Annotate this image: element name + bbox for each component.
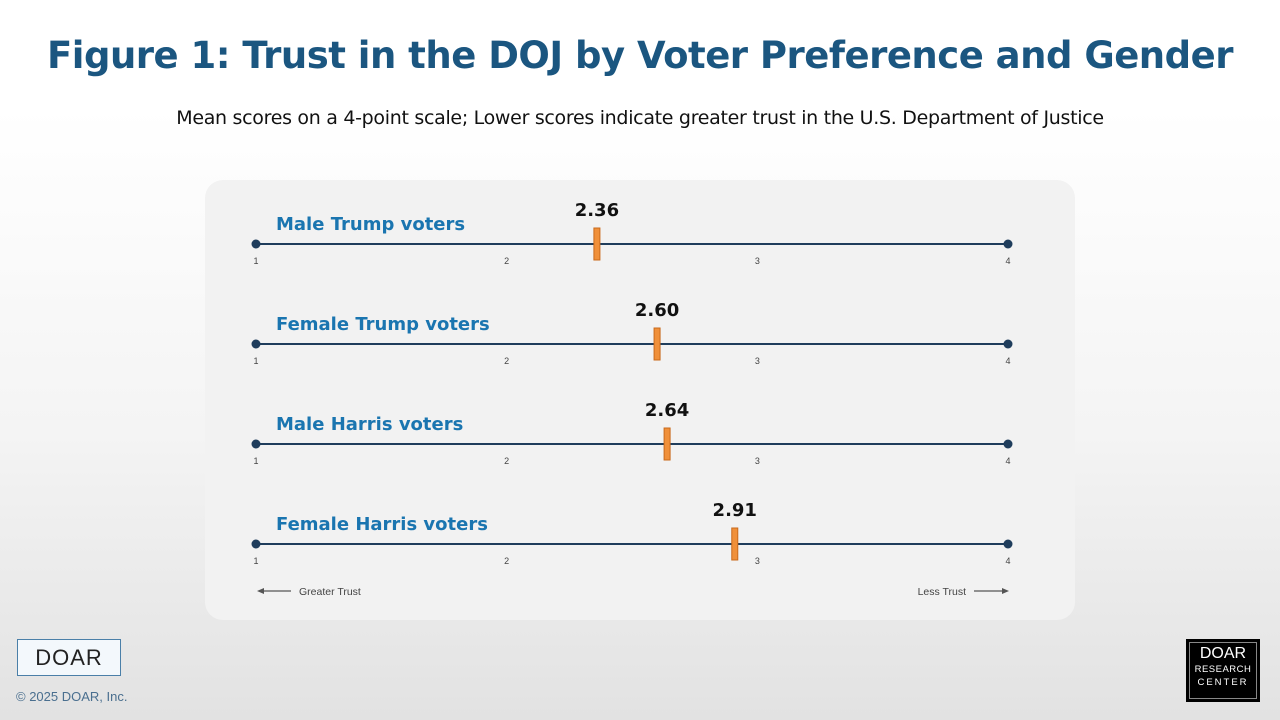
tick-label: 4 [1005, 456, 1010, 466]
axis-endpoint [251, 339, 261, 349]
doar-logo: DOAR [17, 639, 121, 676]
value-marker [593, 227, 601, 261]
axis-endpoint [1003, 539, 1013, 549]
tick-label: 4 [1005, 556, 1010, 566]
tick-label: 1 [253, 556, 258, 566]
value-label: 2.60 [635, 300, 679, 321]
tick-label: 3 [755, 556, 760, 566]
right-arrow-icon [1002, 588, 1009, 594]
axis-endpoint [251, 539, 261, 549]
axis-endpoint [1003, 439, 1013, 449]
axis-endpoint [1003, 239, 1013, 249]
tick-label: 2 [504, 356, 509, 366]
row-label: Male Harris voters [276, 414, 463, 435]
greater-trust-label: Greater Trust [299, 586, 361, 598]
tick-label: 3 [755, 356, 760, 366]
chart-panel [205, 180, 1075, 620]
page-subtitle: Mean scores on a 4-point scale; Lower sc… [176, 107, 1104, 129]
value-label: 2.91 [713, 500, 757, 521]
value-marker [663, 427, 671, 461]
axis-endpoint [1003, 339, 1013, 349]
tick-label: 3 [755, 256, 760, 266]
logo-line: DOAR [1199, 645, 1247, 662]
logo-line: RESEARCH [1194, 664, 1252, 675]
tick-label: 2 [504, 456, 509, 466]
axis-endpoint [251, 239, 261, 249]
value-marker [653, 327, 661, 361]
logo-line: CENTER [1197, 677, 1249, 688]
value-label: 2.64 [645, 400, 689, 421]
tick-label: 2 [504, 556, 509, 566]
axis-endpoint [251, 439, 261, 449]
tick-label: 1 [253, 456, 258, 466]
tick-label: 1 [253, 256, 258, 266]
row-label: Female Trump voters [276, 314, 490, 335]
row-label: Male Trump voters [276, 214, 465, 235]
tick-label: 4 [1005, 256, 1010, 266]
copyright: © 2025 DOAR, Inc. [16, 689, 128, 704]
value-marker [731, 527, 739, 561]
left-arrow-icon [257, 588, 264, 594]
tick-label: 1 [253, 356, 258, 366]
row-label: Female Harris voters [276, 514, 488, 535]
page-title: Figure 1: Trust in the DOJ by Voter Pref… [47, 34, 1233, 77]
value-label: 2.36 [575, 200, 619, 221]
less-trust-label: Less Trust [918, 586, 967, 598]
tick-label: 3 [755, 456, 760, 466]
tick-label: 4 [1005, 356, 1010, 366]
tick-label: 2 [504, 256, 509, 266]
doar-research-center-logo: DOAR RESEARCH CENTER [1186, 639, 1260, 702]
